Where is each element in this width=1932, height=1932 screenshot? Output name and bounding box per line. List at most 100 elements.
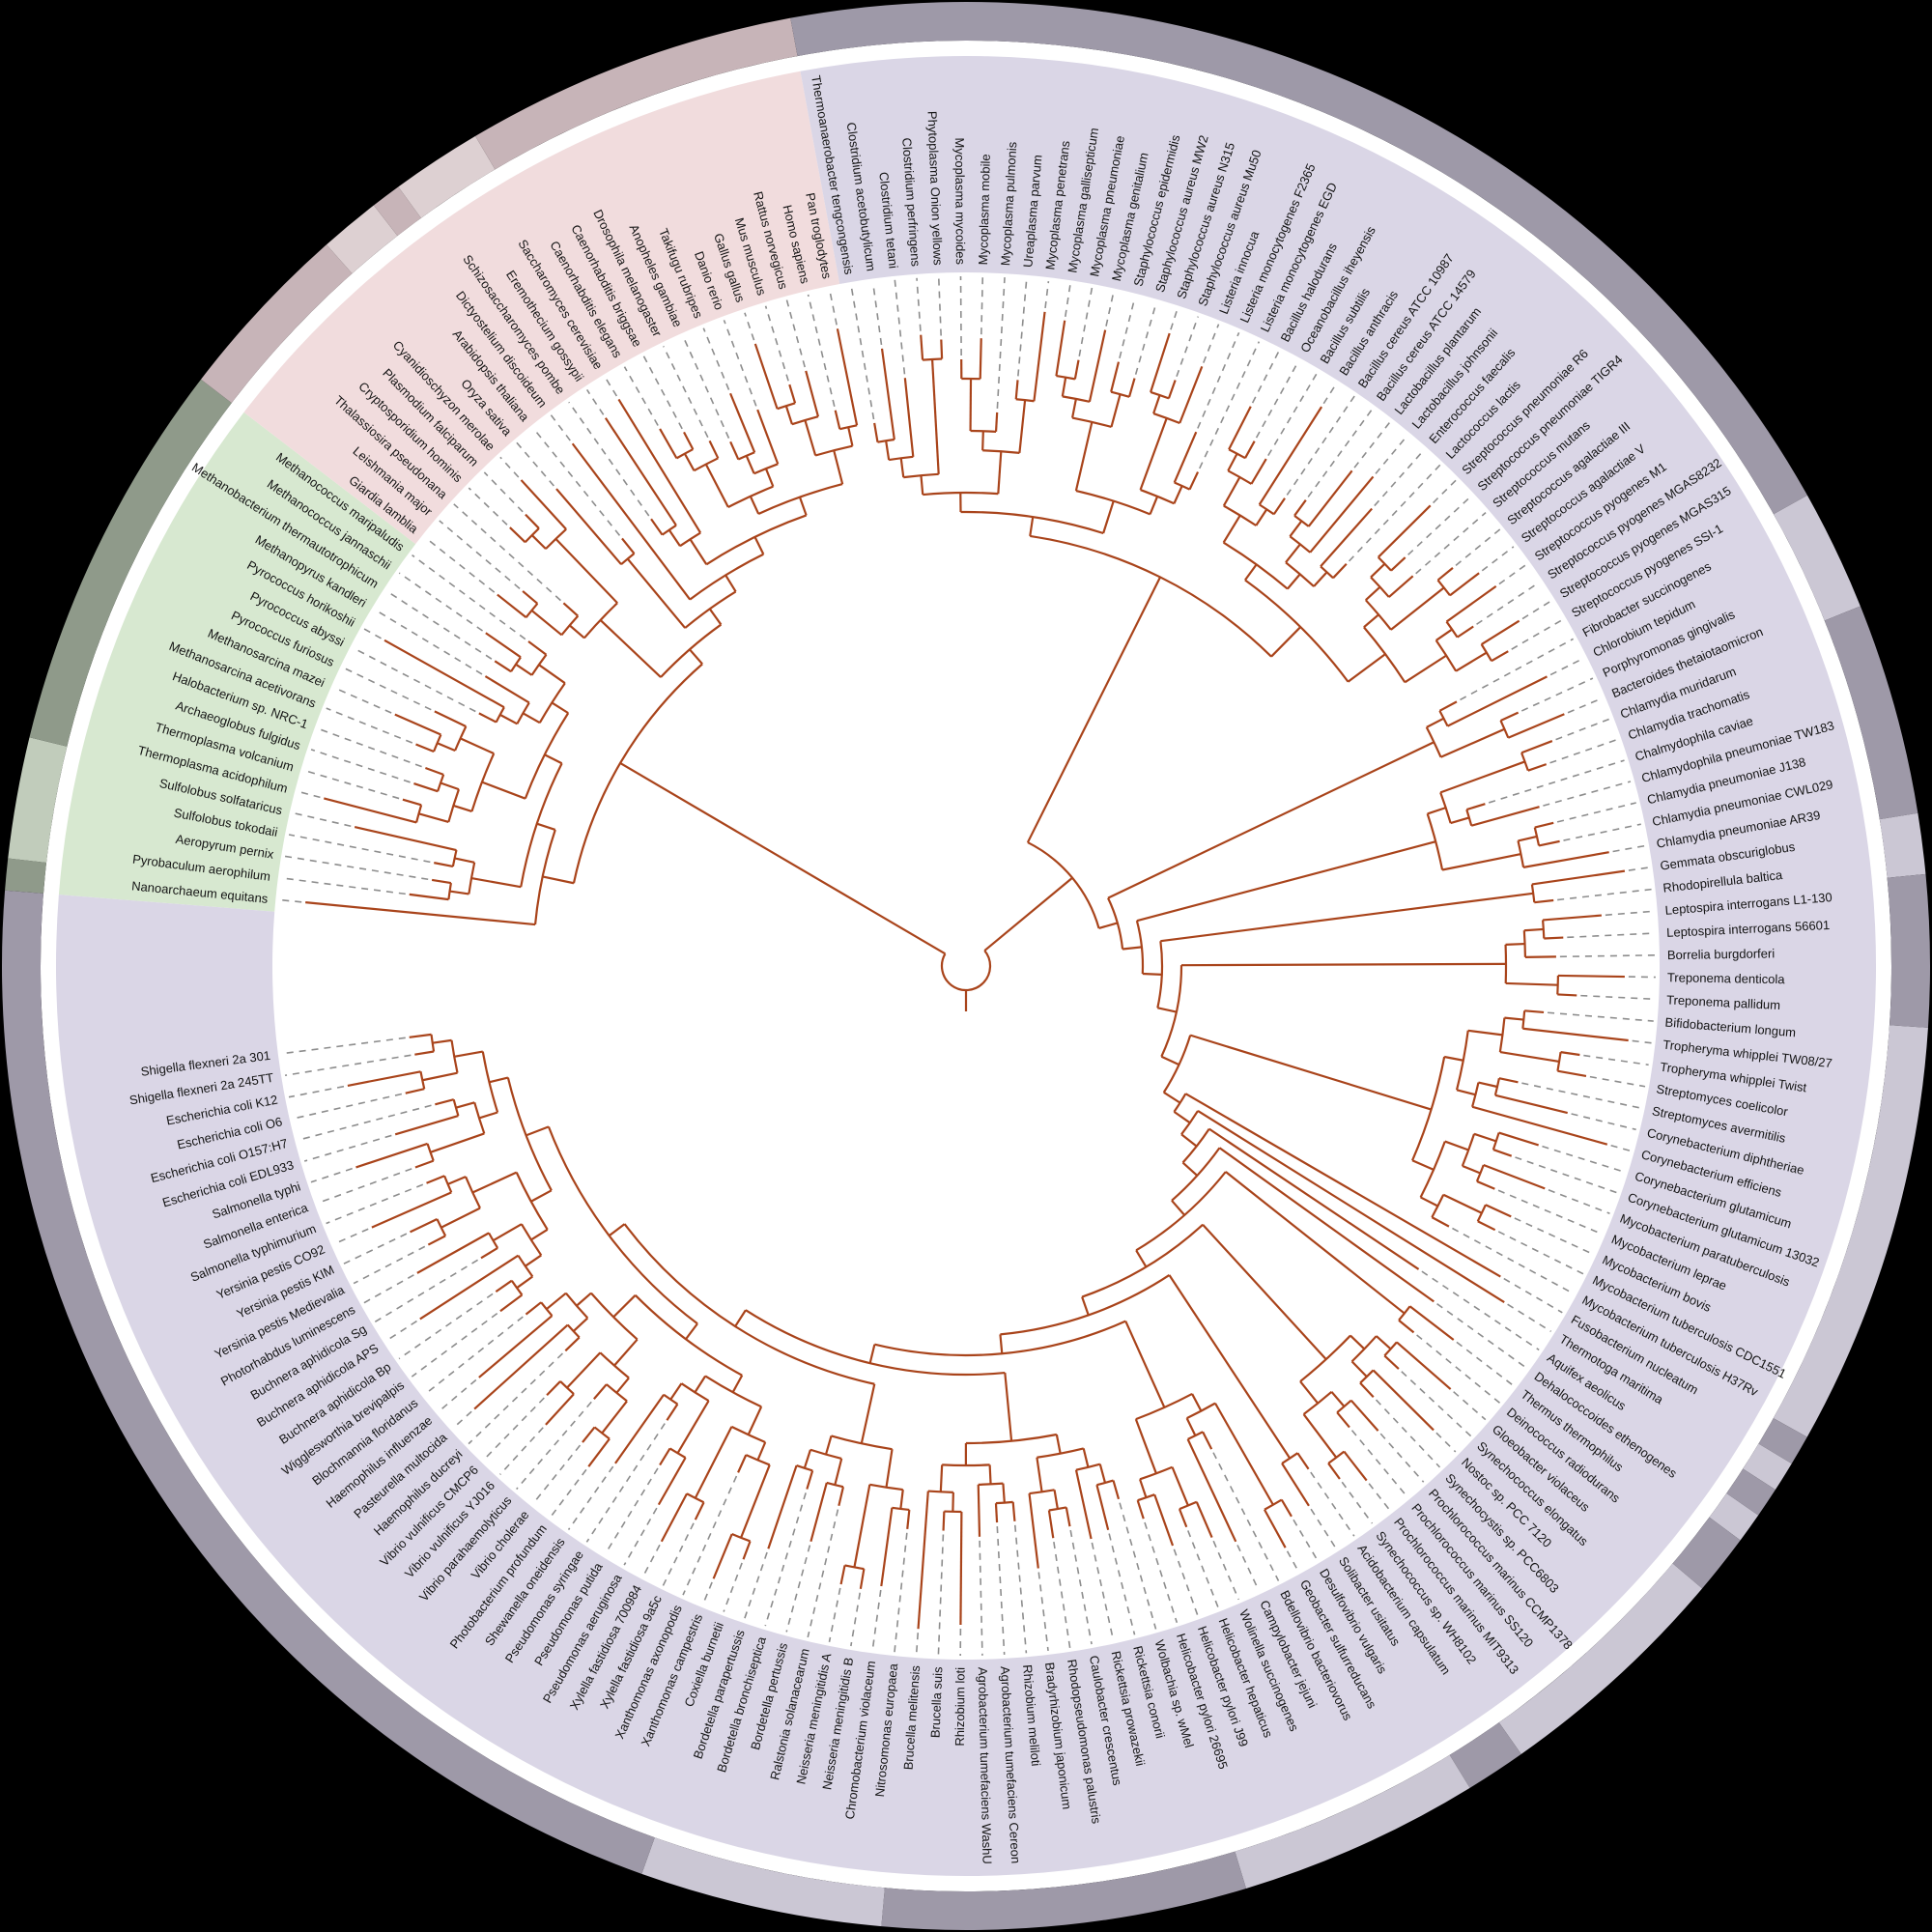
branch-line (1098, 922, 1119, 929)
leaf-connector (744, 312, 755, 341)
branch-arc (1363, 626, 1406, 683)
branch-line (1494, 1094, 1568, 1115)
taxon-label[interactable]: Brucella suis (927, 1666, 945, 1739)
leaf-connector (279, 898, 302, 903)
taxon-label[interactable]: Agrobacterium tumefaciens WashU (976, 1667, 995, 1864)
leaf-connector (1583, 1054, 1649, 1066)
leaf-connector (318, 1168, 412, 1205)
taxon-label[interactable]: Mycoplasma mobile (976, 154, 993, 265)
ring-segment-plants (326, 205, 398, 274)
branch-arc (1522, 930, 1527, 957)
taxon-label[interactable]: Treponema denticola (1667, 970, 1786, 986)
branch-line (530, 1189, 553, 1203)
taxon-label[interactable]: Phytoplasma Onion yellows (924, 111, 945, 267)
branch-line (1470, 806, 1540, 827)
branch-line (1313, 571, 1328, 587)
branch-line (530, 610, 563, 637)
branch-line (1491, 650, 1509, 663)
branch-line (1441, 853, 1521, 871)
branch-arc (1465, 809, 1473, 827)
branch-line (612, 1294, 637, 1319)
ring-segment-fungi (398, 135, 496, 218)
leaf-connector (604, 1467, 659, 1554)
leaf-connector (623, 1507, 658, 1566)
branch-arc (1107, 897, 1124, 950)
branch-line (1388, 575, 1414, 598)
branch-line (1473, 1132, 1497, 1143)
branch-line (859, 1568, 866, 1590)
leaf-connector (1520, 677, 1594, 712)
branch-arc (661, 524, 677, 536)
branch-line (729, 392, 756, 453)
branch-line (810, 1482, 828, 1543)
branch-line (708, 608, 723, 626)
leaf-connector (1435, 1432, 1457, 1453)
leaf-connector (516, 1401, 592, 1491)
branch-arc (1293, 514, 1310, 527)
branch-arc (1160, 965, 1183, 1058)
branch-arc (1075, 489, 1151, 516)
branch-line (1449, 572, 1480, 597)
taxon-label[interactable]: Mycoplasma pulmonis (998, 141, 1019, 267)
branch-line (788, 384, 797, 404)
branch-line (756, 1441, 767, 1461)
leaf-connector (623, 366, 659, 426)
leaf-connector (807, 1509, 839, 1638)
branch-arc (452, 1098, 460, 1117)
branch-line (824, 1435, 833, 1455)
branch-line (1122, 946, 1143, 951)
leaf-connector (304, 769, 400, 800)
branch-line (1285, 543, 1301, 563)
taxon-label[interactable]: Borrelia burgdorferi (1667, 946, 1776, 962)
leaf-connector (532, 428, 621, 536)
branch-line (1160, 1055, 1179, 1066)
branch-line (833, 449, 844, 485)
leaf-connector (1251, 351, 1280, 404)
branch-line (1427, 807, 1447, 815)
branch-arc (1364, 599, 1392, 631)
ring-segment-nanoarchaeota (5, 858, 46, 894)
branch-line (1327, 1463, 1341, 1480)
leaf-connector (1610, 1144, 1632, 1152)
leaf-connector (1571, 1113, 1636, 1131)
leaf-connector (682, 336, 730, 439)
branch-line (997, 451, 1003, 495)
branch-line (1272, 497, 1286, 515)
branch-line (619, 762, 946, 955)
taxon-label[interactable]: Rhizobium loti (952, 1667, 968, 1747)
branch-arc (874, 1320, 1126, 1357)
branch-line (614, 1394, 665, 1464)
branch-line (1202, 1223, 1327, 1360)
leaf-connector (1612, 844, 1646, 853)
leaf-connector (1176, 316, 1199, 378)
branch-line (659, 428, 678, 459)
branch-line (1439, 760, 1525, 794)
leaf-connector (326, 1183, 424, 1225)
taxon-label[interactable]: Treponema pallidum (1666, 992, 1781, 1012)
branch-line (959, 1511, 963, 1625)
branch-line (1505, 942, 1525, 946)
leaf-connector (284, 1054, 412, 1077)
branch-line (1557, 974, 1625, 979)
leaf-connector (1255, 360, 1299, 439)
leaf-connector (1199, 341, 1261, 469)
branch-arc (1030, 534, 1272, 658)
branch-line (668, 529, 681, 547)
taxon-label[interactable]: Mycoplasma mycoides (952, 137, 968, 265)
branch-line (1173, 431, 1198, 483)
branch-line (847, 426, 854, 446)
leaf-connector (916, 277, 922, 331)
leaf-connector (871, 282, 883, 346)
branch-arc (960, 510, 1104, 535)
branch-line (431, 878, 452, 885)
leaf-connector (1548, 1189, 1610, 1214)
leaf-connector (1286, 1550, 1299, 1572)
leaf-connector (1108, 1533, 1136, 1635)
branch-line (1376, 1335, 1392, 1350)
leaf-connector (980, 276, 984, 335)
leaf-connector (468, 1352, 563, 1445)
branch-line (571, 442, 692, 601)
branch-line (626, 557, 687, 629)
leaf-connector (363, 628, 382, 639)
